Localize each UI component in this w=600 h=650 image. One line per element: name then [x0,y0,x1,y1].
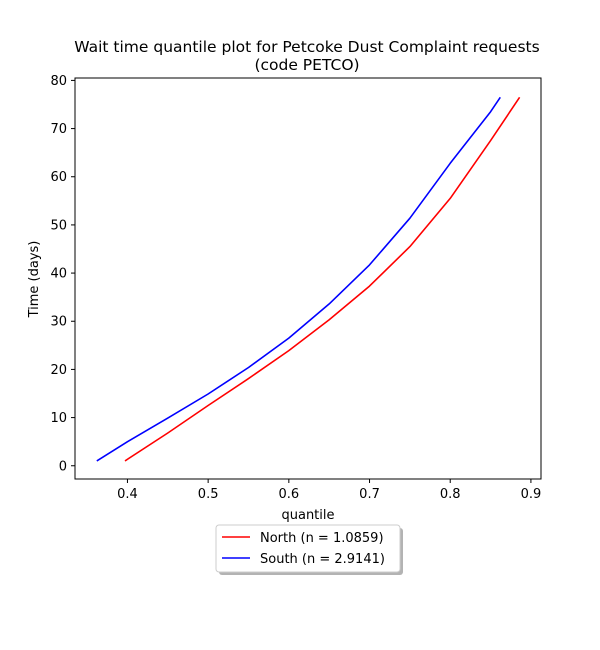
x-axis-label: quantile [281,508,334,523]
y-axis: 0 10 20 30 40 50 60 70 80 [50,74,75,474]
series-line-south [96,96,501,462]
y-tick-label: 40 [50,267,67,282]
x-tick-label: 0.8 [440,487,461,502]
y-tick-label: 10 [50,411,67,426]
y-tick-label: 0 [59,459,67,474]
series-line-north [124,96,521,462]
y-tick-label: 20 [50,363,67,378]
chart-title-line2: (code PETCO) [254,56,359,74]
y-tick-label: 60 [50,170,67,185]
x-tick-label: 0.5 [198,487,219,502]
x-tick-label: 0.9 [521,487,542,502]
y-tick-label: 70 [50,122,67,137]
x-tick-label: 0.7 [359,487,380,502]
x-axis: 0.4 0.5 0.6 0.7 0.8 0.9 [117,479,541,502]
y-axis-label: Time (days) [27,241,42,319]
legend-label-south: South (n = 2.9141) [260,552,385,567]
chart-title-line1: Wait time quantile plot for Petcoke Dust… [74,38,539,56]
series-layer [96,96,521,462]
plot-frame [74,77,542,480]
legend-box [215,524,401,573]
x-tick-label: 0.4 [117,487,138,502]
legend: North (n = 1.0859) South (n = 2.9141) [215,524,403,575]
x-tick-label: 0.6 [278,487,299,502]
y-tick-label: 80 [50,74,67,89]
legend-label-north: North (n = 1.0859) [260,531,384,546]
y-tick-label: 50 [50,218,67,233]
y-tick-label: 30 [50,315,67,330]
